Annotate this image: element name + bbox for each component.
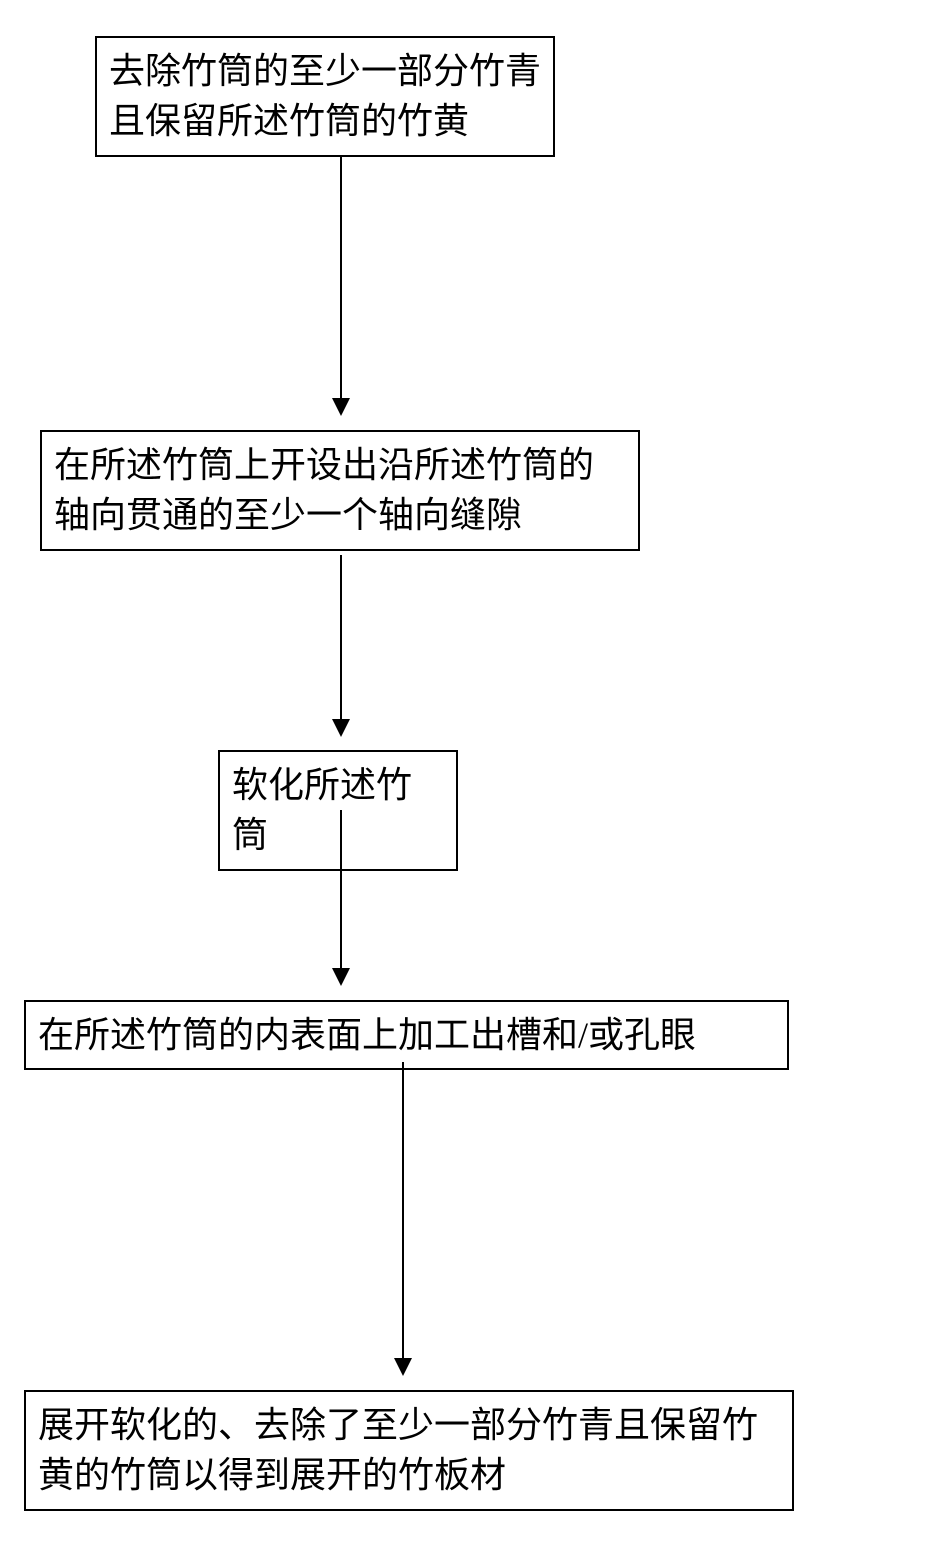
flow-node: 在所述竹筒的内表面上加工出槽和/或孔眼 [24, 1000, 789, 1070]
flow-node: 展开软化的、去除了至少一部分竹青且保留竹黄的竹筒以得到展开的竹板材 [24, 1390, 794, 1511]
flow-arrow [340, 555, 342, 735]
flow-node-text: 去除竹筒的至少一部分竹青且保留所述竹筒的竹黄 [109, 46, 541, 147]
flow-arrow [340, 810, 342, 984]
flow-node-text: 展开软化的、去除了至少一部分竹青且保留竹黄的竹筒以得到展开的竹板材 [38, 1400, 780, 1501]
flow-node-text: 软化所述竹筒 [232, 760, 444, 861]
flow-node: 在所述竹筒上开设出沿所述竹筒的轴向贯通的至少一个轴向缝隙 [40, 430, 640, 551]
flow-arrow [402, 1062, 404, 1374]
flow-node: 软化所述竹筒 [218, 750, 458, 871]
flow-node: 去除竹筒的至少一部分竹青且保留所述竹筒的竹黄 [95, 36, 555, 157]
flowchart-container: 去除竹筒的至少一部分竹青且保留所述竹筒的竹黄 在所述竹筒上开设出沿所述竹筒的轴向… [0, 0, 943, 1554]
flow-arrow [340, 156, 342, 414]
flow-node-text: 在所述竹筒上开设出沿所述竹筒的轴向贯通的至少一个轴向缝隙 [54, 440, 626, 541]
flow-node-text: 在所述竹筒的内表面上加工出槽和/或孔眼 [38, 1010, 775, 1060]
